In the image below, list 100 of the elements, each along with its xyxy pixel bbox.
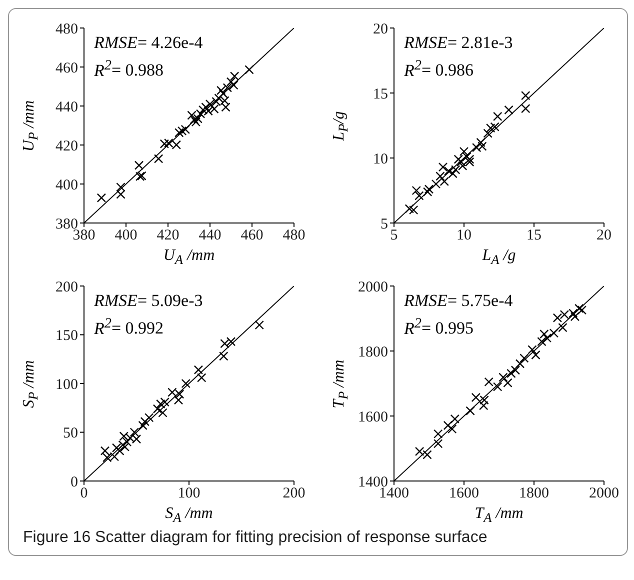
annotation: R$^{2}$= 0.995 <box>404 315 474 338</box>
x-tick-label: 1800 <box>519 486 549 502</box>
point <box>503 378 512 388</box>
point <box>158 408 168 418</box>
point <box>118 440 128 450</box>
point <box>521 91 530 100</box>
point <box>177 126 187 136</box>
point <box>476 138 486 147</box>
point <box>490 122 500 132</box>
annotation: R$^{2}$= 0.988 <box>94 57 164 80</box>
point <box>140 416 150 426</box>
point <box>180 124 190 134</box>
point <box>537 336 546 346</box>
point <box>552 313 562 322</box>
point <box>434 439 443 448</box>
caption: Figure 16 Scatter diagram for fitting precision of response surface <box>22 529 488 547</box>
y-tick-label: 2000 <box>358 279 388 296</box>
annotation: R$^{2}$= 0.992 <box>94 315 164 338</box>
y-tick-label: 420 <box>56 138 78 154</box>
x-tick-label: 15 <box>526 228 542 244</box>
point <box>459 146 469 156</box>
point <box>414 446 424 456</box>
annotation: RMSE= 5.09e-3 <box>94 291 203 310</box>
x-axis-title: S$_{A}$ /mm <box>164 505 214 526</box>
point <box>130 428 139 437</box>
point <box>423 187 432 196</box>
point <box>197 373 206 382</box>
point <box>577 305 587 315</box>
point <box>174 395 184 405</box>
y-tick-label: 1800 <box>358 344 388 360</box>
point <box>226 77 236 86</box>
point <box>135 172 145 181</box>
x-tick-label: 200 <box>282 486 306 502</box>
point <box>216 86 226 95</box>
x-tick-label: 100 <box>178 486 200 502</box>
point <box>479 401 488 410</box>
point <box>424 184 434 194</box>
y-tick-label: 100 <box>56 376 78 393</box>
point <box>254 320 264 330</box>
y-tick-label: 440 <box>56 99 78 116</box>
point <box>193 114 202 124</box>
point <box>483 128 492 138</box>
point <box>221 102 230 112</box>
point <box>493 112 502 121</box>
point <box>100 446 110 456</box>
point <box>134 160 144 170</box>
point <box>515 359 525 368</box>
y-tick-label: 10 <box>373 151 388 168</box>
point <box>404 204 414 214</box>
point <box>436 172 445 181</box>
point <box>520 354 529 363</box>
point <box>448 424 457 434</box>
point <box>414 191 424 200</box>
point <box>191 117 201 127</box>
x-axis-title: T$_{A}$ /mm <box>474 505 524 526</box>
point <box>137 171 146 180</box>
x-tick-label: 1600 <box>449 486 479 502</box>
point <box>409 205 418 215</box>
point <box>558 323 568 332</box>
point <box>160 397 170 407</box>
point <box>116 190 126 199</box>
x-tick-label: 5 <box>390 228 398 244</box>
point <box>214 94 224 103</box>
point <box>531 350 540 360</box>
y-tick-label: 1600 <box>358 409 388 426</box>
x-tick-label: 420 <box>156 228 180 244</box>
point <box>510 366 520 375</box>
x-tick-label: 440 <box>198 228 222 244</box>
point <box>412 186 421 196</box>
x-tick-label: 460 <box>240 228 264 244</box>
point <box>116 182 126 192</box>
point <box>115 446 124 456</box>
y-tick-label: 460 <box>56 60 78 76</box>
point <box>498 372 508 382</box>
x-tick-label: 20 <box>596 228 612 244</box>
point <box>154 154 164 164</box>
point <box>96 193 106 202</box>
x-tick-label: 2000 <box>589 486 619 502</box>
x-tick-label: 0 <box>80 486 88 502</box>
point <box>458 161 468 170</box>
x-tick-label: 400 <box>114 228 138 244</box>
point <box>443 420 452 430</box>
point <box>521 104 530 114</box>
point <box>152 404 162 414</box>
point <box>434 429 443 438</box>
point <box>422 450 432 460</box>
x-tick-label: 10 <box>456 228 472 244</box>
point <box>506 368 516 378</box>
point <box>181 378 190 388</box>
y-tick-label: 20 <box>373 21 388 38</box>
point <box>528 345 537 354</box>
point <box>448 169 458 178</box>
point <box>493 382 502 392</box>
point <box>219 352 228 361</box>
point <box>144 413 154 422</box>
point <box>466 406 475 416</box>
y-tick-label: 5 <box>380 216 388 232</box>
point <box>438 162 448 172</box>
point <box>244 65 254 74</box>
annotation: RMSE= 5.75e-4 <box>404 291 513 310</box>
